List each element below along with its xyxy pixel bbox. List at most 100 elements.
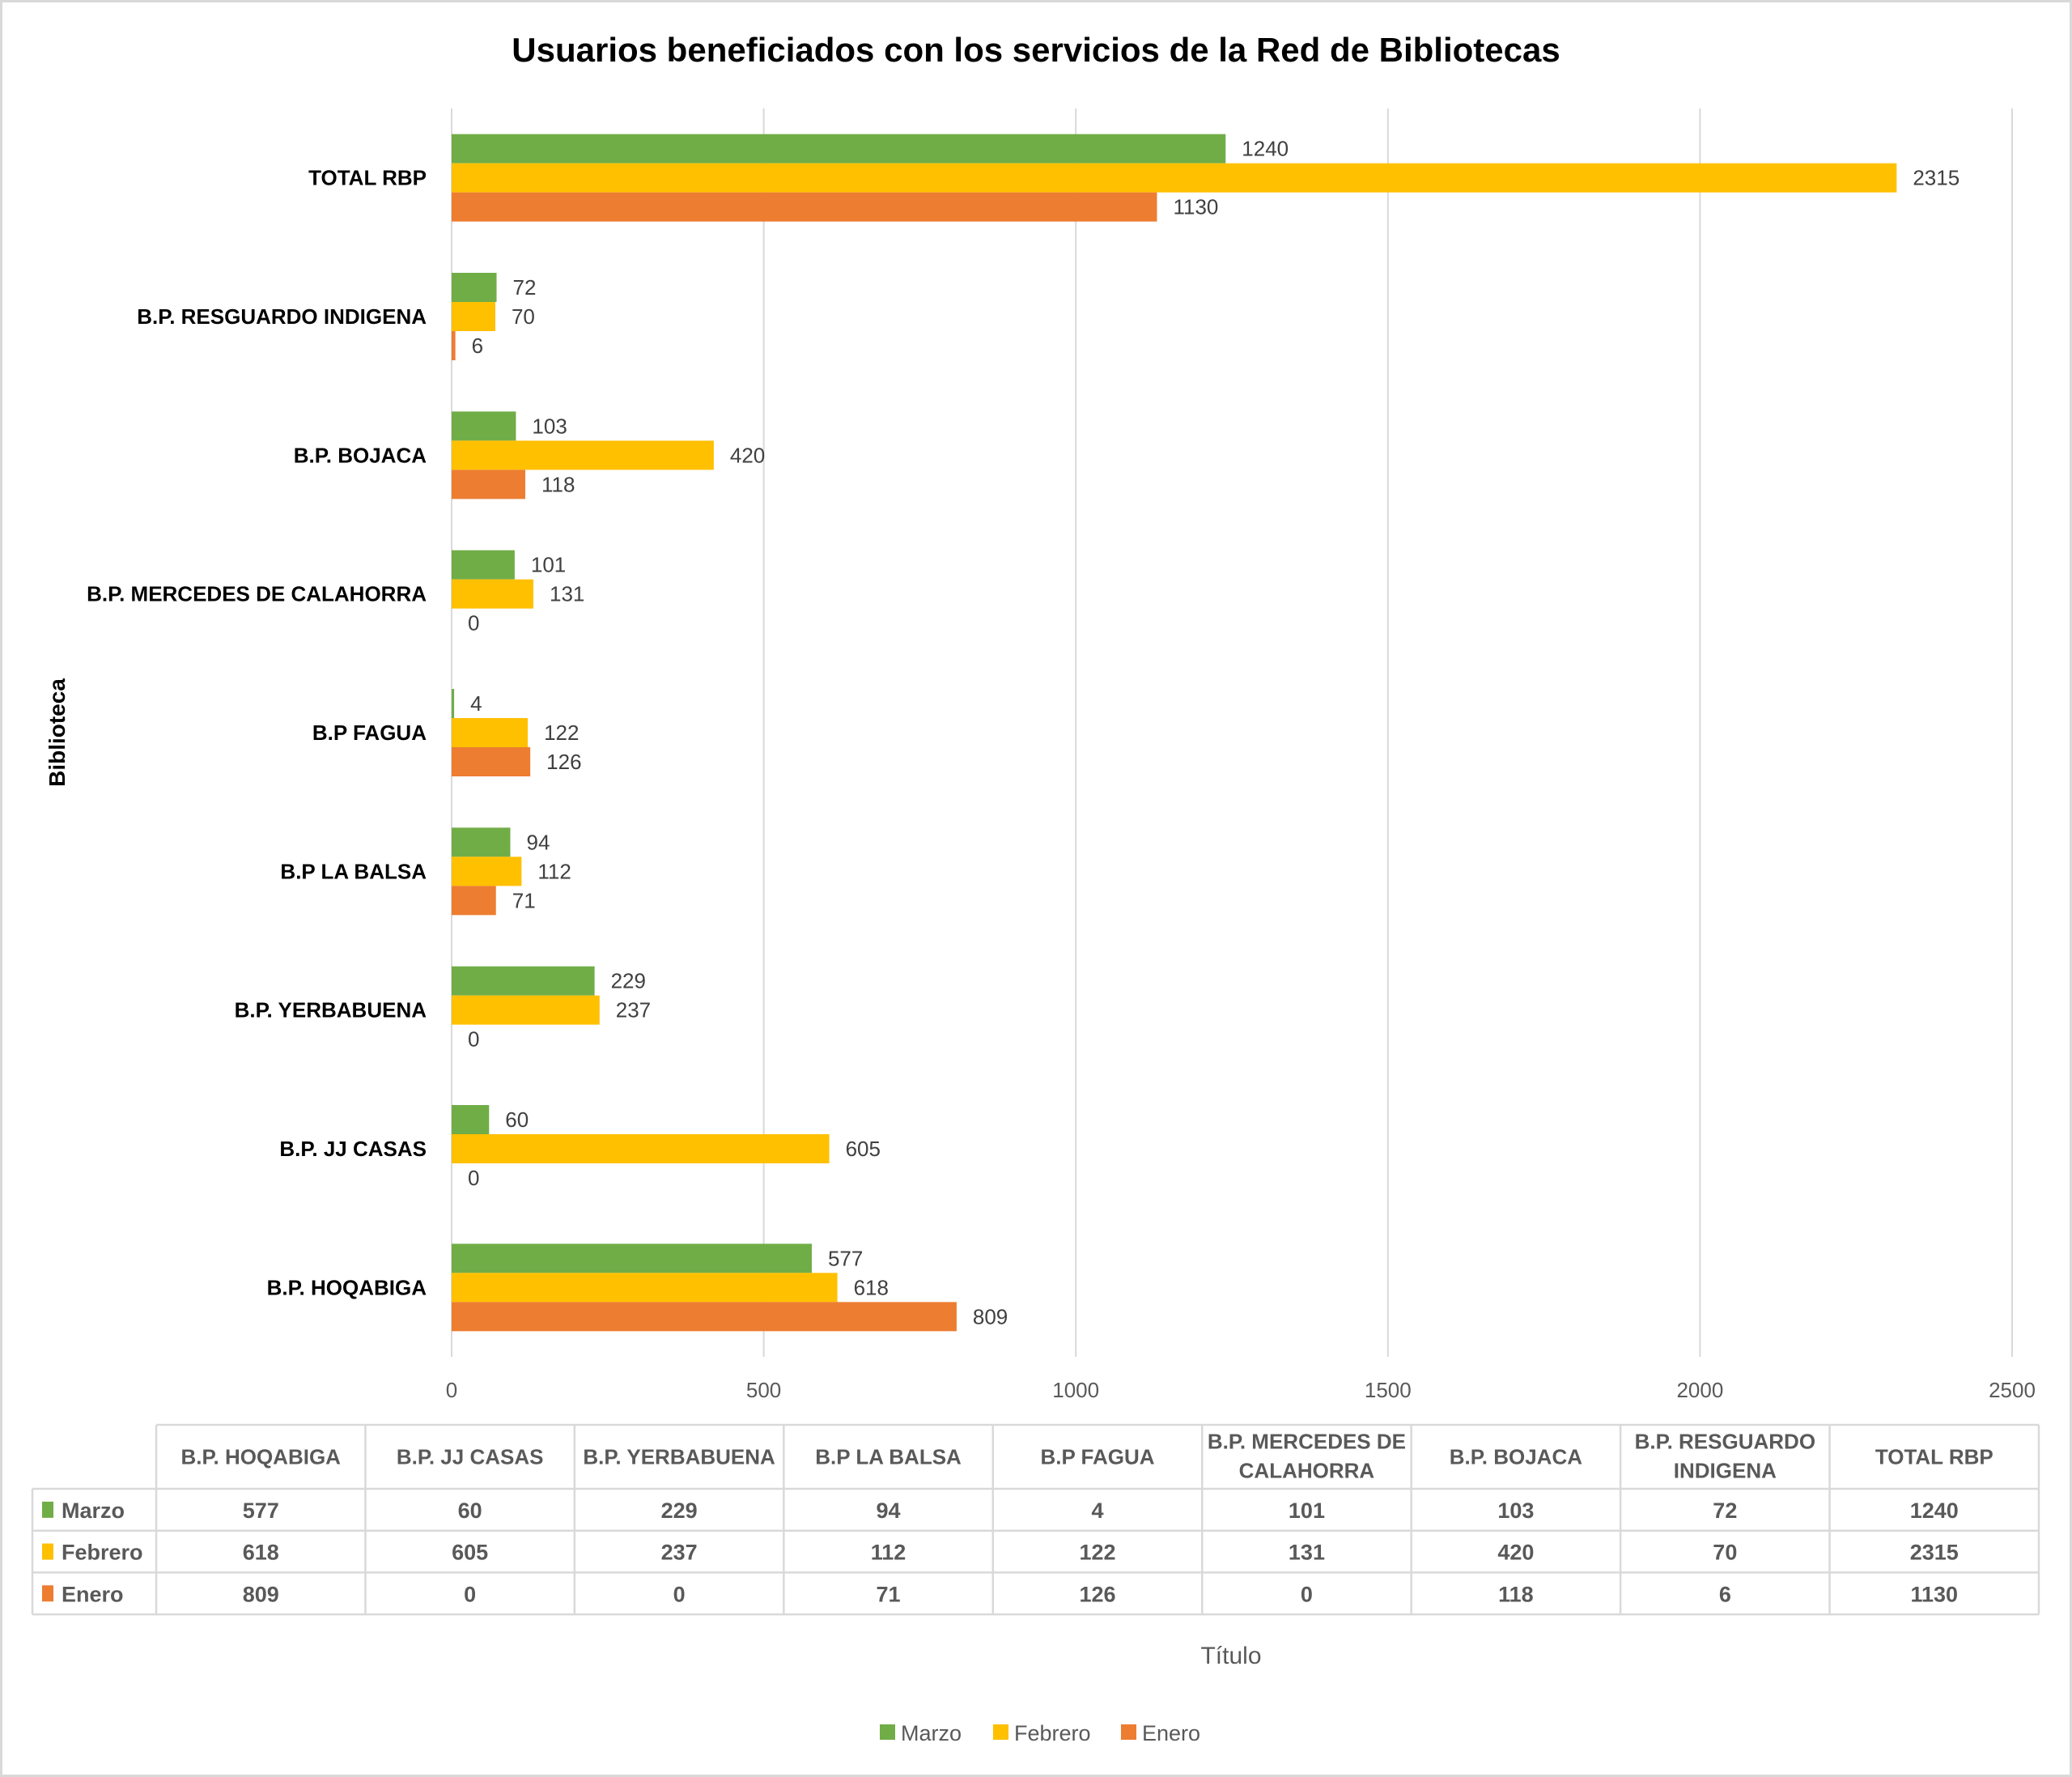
x-tick-label: 1000	[1052, 1378, 1099, 1402]
table-row-label: Febrero	[62, 1541, 143, 1565]
table-cell: 122	[1079, 1541, 1115, 1565]
x-tick-label: 500	[746, 1378, 781, 1402]
table-header: B.P LA BALSA	[815, 1445, 962, 1469]
category-label: B.P. RESGUARDO INDIGENA	[137, 304, 427, 329]
data-label: 0	[468, 1166, 479, 1190]
data-label: 6	[472, 334, 483, 358]
table-cell: 6	[1719, 1582, 1731, 1606]
table-header: B.P. YERBABUENA	[583, 1445, 775, 1469]
table-cell: 0	[464, 1582, 476, 1606]
data-label: 71	[512, 888, 536, 912]
table-cell: 118	[1498, 1582, 1534, 1606]
data-label: 1240	[1242, 137, 1289, 161]
legend-key-febrero	[42, 1543, 53, 1560]
bar-enero	[452, 747, 531, 776]
data-label: 605	[846, 1137, 881, 1161]
data-label: 60	[505, 1107, 529, 1132]
table-cell: 131	[1289, 1541, 1325, 1565]
legend-swatch-marzo	[880, 1724, 895, 1740]
data-label: 126	[546, 750, 581, 774]
data-label: 0	[468, 611, 479, 636]
table-cell: 94	[877, 1499, 901, 1523]
bar-marzo	[452, 1105, 490, 1134]
bar-febrero	[452, 302, 495, 331]
bar-febrero	[452, 1273, 838, 1303]
table-cell: 618	[243, 1541, 279, 1565]
table-cell: 1130	[1910, 1582, 1958, 1606]
x-axis-title: Título	[1200, 1643, 1261, 1669]
bar-enero	[452, 331, 456, 360]
bars: 5776188096060502292370941127141221261011…	[452, 134, 1959, 1332]
data-label: 118	[541, 472, 575, 496]
table-cell: 60	[458, 1499, 482, 1523]
table-header: TOTAL RBP	[1875, 1445, 1993, 1469]
legend-swatch-enero	[1121, 1724, 1136, 1740]
legend: Marzo Febrero Enero	[880, 1721, 1200, 1745]
data-label: 577	[828, 1246, 863, 1270]
table-header: B.P. MERCEDES DE CALAHORRA	[1208, 1430, 1406, 1483]
legend-label: Febrero	[1014, 1721, 1091, 1745]
bar-febrero	[452, 579, 534, 609]
data-label: 131	[550, 582, 584, 606]
legend-swatch-febrero	[993, 1724, 1008, 1740]
data-label: 229	[611, 969, 646, 993]
category-label: B.P. HOQABIGA	[267, 1275, 427, 1299]
data-label: 0	[468, 1027, 479, 1052]
bar-enero	[452, 1302, 957, 1332]
table-cell: 420	[1497, 1541, 1534, 1565]
category-labels: B.P. HOQABIGA B.P. JJ CASAS B.P. YERBABUEN…	[87, 166, 427, 1300]
table-row-label: Marzo	[62, 1499, 125, 1523]
table-cell: 577	[243, 1499, 279, 1523]
legend-label: Enero	[1142, 1721, 1200, 1745]
data-label: 94	[526, 830, 550, 854]
bar-febrero	[452, 995, 600, 1025]
bar-enero	[452, 470, 526, 500]
bar-marzo	[452, 550, 515, 580]
table-cell: 126	[1079, 1582, 1115, 1606]
bar-marzo	[452, 827, 511, 857]
table-cell: 72	[1713, 1499, 1737, 1523]
bar-febrero	[452, 718, 529, 747]
table-header: B.P. RESGUARDO INDIGENA	[1635, 1430, 1815, 1483]
x-tick-label: 1500	[1365, 1378, 1412, 1402]
legend-key-enero	[42, 1585, 53, 1602]
category-label: B.P. BOJACA	[294, 443, 427, 467]
x-tick-label: 0	[446, 1378, 457, 1402]
bar-marzo	[452, 134, 1226, 164]
data-label: 112	[537, 859, 571, 883]
bar-marzo	[452, 966, 595, 996]
table-header: B.P. BOJACA	[1450, 1445, 1582, 1469]
table-row-label: Enero	[62, 1582, 124, 1606]
table-cell: 229	[661, 1499, 698, 1523]
table-cell: 2315	[1910, 1541, 1959, 1565]
data-label: 101	[531, 553, 566, 577]
bar-febrero	[452, 1134, 830, 1163]
data-label: 809	[973, 1304, 1008, 1328]
x-tick-label: 2000	[1676, 1378, 1723, 1402]
data-label: 4	[470, 691, 482, 716]
table-cell: 605	[452, 1541, 488, 1565]
data-label: 122	[544, 721, 579, 745]
y-axis-title: Biblioteca	[45, 678, 70, 787]
table-cell: 103	[1497, 1499, 1534, 1523]
table-cell: 4	[1091, 1499, 1103, 1523]
data-label: 237	[616, 998, 651, 1022]
table-cell: 70	[1713, 1541, 1737, 1565]
x-tick-labels: 0 500 1000 1500 2000 2500	[446, 1378, 2036, 1402]
table-cell: 0	[673, 1582, 686, 1606]
table-cell: 112	[871, 1541, 906, 1565]
legend-label: Marzo	[901, 1721, 962, 1745]
table-cell: 809	[243, 1582, 279, 1606]
category-label: TOTAL RBP	[308, 166, 427, 190]
category-label: B.P FAGUA	[312, 721, 427, 745]
category-label: B.P. MERCEDES DE CALAHORRA	[87, 582, 427, 606]
data-label: 103	[532, 414, 567, 438]
table-cell: 101	[1289, 1499, 1325, 1523]
bar-febrero	[452, 440, 714, 470]
bar-febrero	[452, 163, 1897, 193]
legend-key-marzo	[42, 1501, 53, 1518]
bar-enero	[452, 192, 1157, 222]
data-label: 70	[512, 304, 535, 329]
